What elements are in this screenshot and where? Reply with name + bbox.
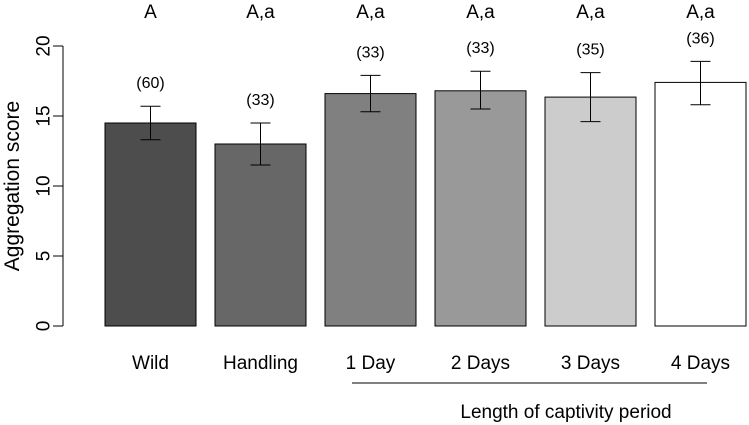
group-letter-label: A,a [356, 2, 385, 23]
bar [104, 122, 197, 327]
bar [654, 81, 747, 327]
x-tick-labels: Wild Handling 1 Day 2 Days 3 Days 4 Days [132, 353, 730, 374]
x-tick-label: Handling [223, 353, 298, 374]
y-tick-label: 0 [34, 321, 55, 332]
bars [104, 81, 747, 327]
y-tick-label: 10 [34, 175, 55, 196]
bar [544, 96, 637, 327]
x-tick-label: 4 Days [671, 353, 730, 374]
y-tick-label: 5 [34, 251, 55, 262]
group-letter-label: A,a [246, 2, 275, 23]
sample-size-label: (33) [466, 40, 494, 57]
group-letter-labels: A A,a A,a A,a A,a A,a [144, 2, 715, 23]
sample-size-label: (33) [356, 44, 384, 61]
sample-size-label: (35) [576, 42, 604, 59]
error-bars [140, 60, 711, 166]
sample-size-labels: (60) (33) (33) (33) (35) (36) [136, 30, 714, 109]
x-tick-label: 1 Day [346, 353, 396, 374]
group-letter-label: A,a [686, 2, 715, 23]
bar [324, 93, 417, 327]
y-tick-label: 15 [34, 105, 55, 126]
x-tick-label: Wild [132, 353, 169, 374]
sample-size-label: (33) [246, 92, 274, 109]
x-tick-label: 3 Days [561, 353, 620, 374]
group-letter-label: A,a [576, 2, 605, 23]
captivity-period-label: Length of captivity period [460, 402, 671, 423]
group-letter-label: A,a [466, 2, 495, 23]
x-tick-label: 2 Days [451, 353, 510, 374]
bar [214, 143, 307, 327]
sample-size-label: (36) [686, 30, 714, 47]
y-axis: 0 5 10 15 20 [34, 35, 64, 331]
y-tick-label: 20 [34, 35, 55, 56]
sample-size-label: (60) [136, 75, 164, 92]
group-letter-label: A [144, 2, 157, 23]
y-axis-label: Aggregation score [1, 101, 24, 271]
bar [434, 90, 527, 327]
